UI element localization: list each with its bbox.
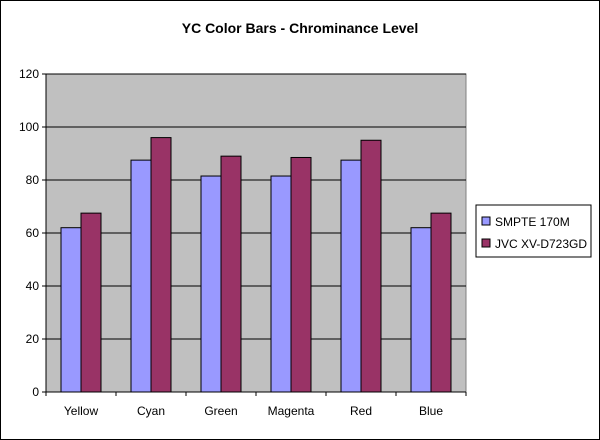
bar-smpte-170m-blue [410,227,432,393]
x-tick-label: Cyan [137,404,165,418]
x-tick-label: Green [204,404,237,418]
bar-smpte-170m-red [340,159,362,393]
plot-area: 0 20 40 60 80 100 120 Yellow Cyan Green Magenta Re… [19,67,467,418]
bar-smpte-170m-magenta [270,175,292,393]
y-tick-label: 60 [26,226,40,240]
bar-jvc-xv-d723gd-red [360,139,382,393]
bar-jvc-xv-d723gd-yellow [80,212,102,393]
x-axis-ticks: Yellow Cyan Green Magenta Red Blue [45,392,467,418]
bar-smpte-170m-yellow [60,227,82,393]
bar-smpte-170m-cyan [130,159,152,393]
legend: SMPTE 170M JVC XV-D723GD [475,204,592,258]
x-tick-label: Yellow [64,404,99,418]
legend-label: JVC XV-D723GD [495,237,587,251]
legend-box [475,204,592,258]
x-tick-label: Magenta [268,404,315,418]
x-tick-label: Blue [419,404,443,418]
y-tick-label: 100 [19,120,39,134]
bar-smpte-170m-green [200,175,222,393]
bar-jvc-xv-d723gd-magenta [290,156,312,393]
legend-label: SMPTE 170M [495,215,570,229]
chart-title: YC Color Bars - Chrominance Level [182,20,419,36]
y-tick-label: 20 [26,332,40,346]
bar-jvc-xv-d723gd-green [220,155,242,393]
bar-jvc-xv-d723gd-cyan [150,137,172,393]
y-tick-label: 120 [19,67,39,81]
gridlines [46,73,466,340]
y-axis-ticks: 0 20 40 60 80 100 120 [19,67,46,399]
legend-swatch [481,238,491,248]
legend-swatch [481,216,491,226]
x-tick-label: Red [350,404,372,418]
bar-jvc-xv-d723gd-blue [430,212,452,393]
y-tick-label: 40 [26,279,40,293]
y-tick-label: 0 [32,385,39,399]
y-tick-label: 80 [26,173,40,187]
bars [60,137,452,393]
